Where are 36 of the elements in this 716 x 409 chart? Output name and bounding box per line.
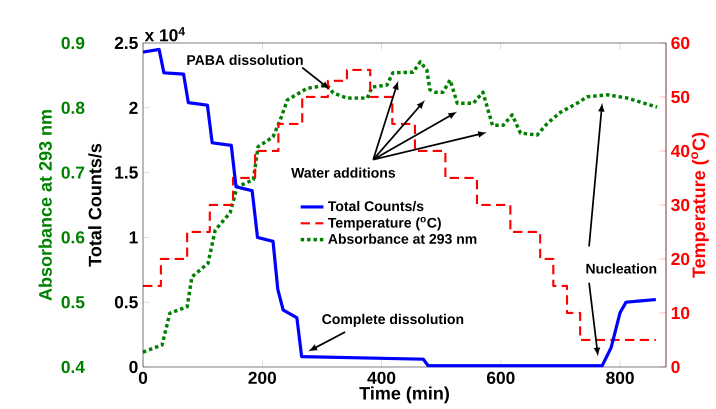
y-tick-label: 2 — [129, 102, 138, 114]
y3-tick-label: 0.8 — [62, 102, 84, 114]
annotation: Nucleation — [586, 263, 656, 274]
annotation: Complete dissolution — [322, 314, 464, 327]
x-axis-title: Time (min) — [359, 386, 449, 404]
annotation: Water additions — [291, 167, 396, 178]
y-tick-label: 0 — [129, 360, 138, 374]
y3-tick-label: 0.5 — [62, 296, 84, 308]
y3-tick-label: 0.9 — [62, 36, 84, 50]
y-tick-label: 0.5 — [114, 296, 138, 308]
annotation: PABA dissolution — [187, 54, 303, 65]
y2-tick-label: 40 — [670, 144, 690, 158]
x-tick-label: 200 — [248, 372, 276, 384]
y3-tick-label: 0.7 — [62, 166, 84, 179]
y2-tick-label: 10 — [672, 306, 690, 320]
y-axis-title: Total Counts/s — [88, 144, 102, 267]
legend-label: Total Counts/s — [328, 200, 424, 212]
y-tick-label: 2.5 — [114, 36, 138, 50]
y3-tick-label: 0.6 — [62, 231, 84, 244]
y2-tick-label: 0 — [671, 360, 680, 374]
y2-tick-label: 30 — [671, 198, 690, 212]
y2-axis-title: Temperature ($^{o}$C) — [691, 132, 709, 278]
text: x 10$^{4}$ — [144, 27, 186, 42]
y2-tick-label: 60 — [671, 36, 690, 50]
legend-label: Absorbance at 293 nm — [328, 234, 476, 244]
y2-tick-label: 50 — [671, 90, 690, 104]
x-tick-label: 400 — [367, 372, 396, 384]
y3-tick-label: 0.4 — [62, 360, 85, 374]
x-tick-label: 0 — [138, 372, 148, 384]
x-tick-label: 600 — [486, 372, 515, 384]
y3-axis-title: Absorbance at 293 nm — [38, 110, 52, 301]
y-tick-label: 1.5 — [115, 166, 138, 179]
x-tick-label: 800 — [606, 372, 634, 384]
y-tick-label: 1 — [130, 231, 138, 244]
legend-label: Temperature ($^{o}$C) — [328, 217, 441, 230]
y2-tick-label: 20 — [671, 252, 690, 266]
